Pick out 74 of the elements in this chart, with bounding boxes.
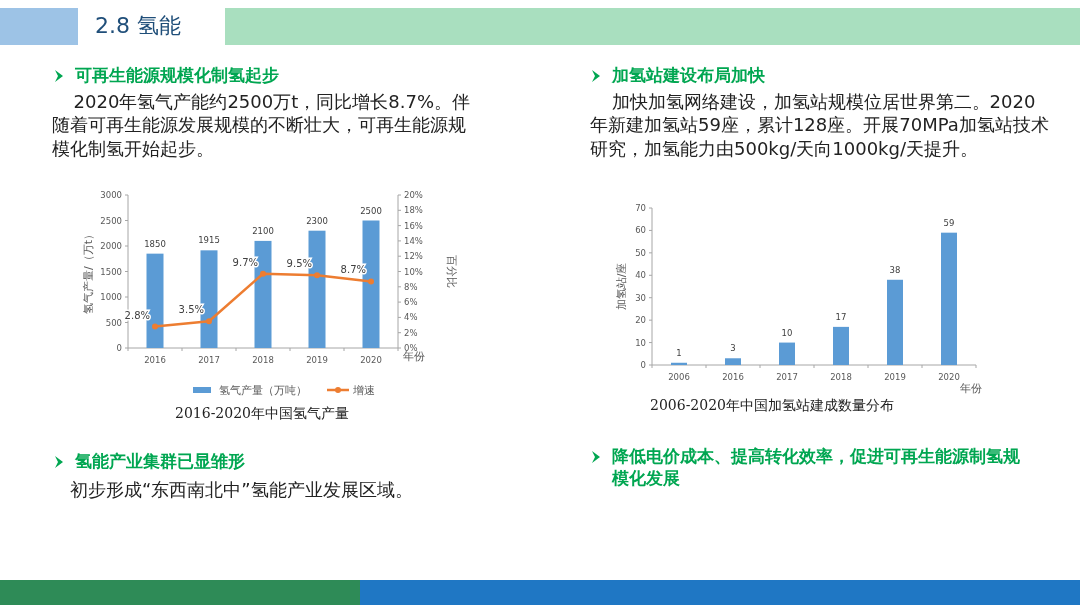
point [368,278,374,285]
data-label: 2100 [252,225,274,236]
y-tick-label: 0 [640,360,646,370]
y2-tick-label: 14% [404,235,423,246]
text: 氢能产业集群已显雏形 [75,450,246,473]
data-label: 1 [676,347,682,358]
point [260,270,266,277]
data-label: 59 [943,217,955,228]
text: 2006-2020年中国加氢站建成数量分布 [650,397,894,413]
y-tick-label: 1000 [100,292,122,302]
text: 加快加氢网络建设，加氢站规模位居世界第二。2020年新建加氢站59座，累计128座。开展70MPa加氢站技术研究，加氢能力由500kg/天向1000kg/天提升。 [590,90,1050,161]
x-tick-label: 2016 [144,355,166,365]
y2-tick-label: 20% [404,190,423,200]
text: 2020年氢气产能约2500万t，同比增长8.7%。伴随着可再生能源发展规模的不断壮大，可再生能源规模化制氢开始起步。 [52,90,470,161]
y2-tick-label: 6% [404,297,418,308]
text: 降低电价成本、提高转化效率，促进可再生能源制氢规模化发展 [612,445,1021,490]
y-axis-title: 氢气产量/（万t） [82,228,95,315]
data-label: 38 [889,264,901,275]
y-tick-label: 10 [635,337,646,348]
x-tick-label: 2020 [360,355,382,365]
point [206,318,212,325]
y-tick-label: 1500 [100,266,122,277]
x-axis-title: 年份 [960,382,982,395]
data-label: 1850 [144,238,166,249]
x-tick-label: 2016 [722,372,744,382]
y-tick-label: 0 [116,343,122,353]
text: 可再生能源规模化制氢起步 [75,64,280,87]
point [152,323,158,330]
x-tick-label: 2006 [668,372,690,382]
data-label: 3 [730,343,736,354]
x-tick-label: 2018 [252,355,274,365]
bar [887,279,903,365]
y-tick-label: 50 [635,247,646,258]
y2-tick-label: 4% [404,312,418,323]
y-tick-label: 30 [635,292,646,303]
data-label: 2300 [306,215,328,226]
data-label: 17 [835,311,847,322]
y2-tick-label: 2% [404,327,418,338]
text: 初步形成“东西南北中”氢能产业发展区域。 [70,478,414,502]
data-label: 1915 [198,235,220,246]
x-tick-label: 2019 [306,355,328,365]
x-tick-label: 2018 [830,372,852,382]
data-label: 10 [781,327,793,338]
y-tick-label: 2000 [100,241,122,251]
text: 加氢站建设布局加快 [612,64,766,87]
y2-tick-label: 10% [404,266,423,277]
y2-tick-label: 8% [404,281,418,292]
y-tick-label: 70 [635,203,646,213]
y-tick-label: 2500 [100,215,122,226]
x-tick-label: 2019 [884,372,906,382]
y2-tick-label: 16% [404,220,423,231]
y-tick-label: 500 [105,317,122,328]
y-tick-label: 40 [635,270,646,281]
y-tick-label: 20 [635,315,646,326]
text: 2016-2020年中国氢气产量 [175,405,349,421]
legend-label: 增速 [352,384,375,397]
y2-axis-title: 百分比 [445,255,458,288]
y-tick-label: 60 [635,225,646,236]
y2-tick-label: 12% [404,251,423,262]
x-axis-title: 年份 [403,350,425,363]
x-tick-label: 2020 [938,372,960,382]
point [314,272,320,279]
bar [833,326,849,365]
x-tick-label: 2017 [198,355,220,365]
y-tick-label: 3000 [100,190,122,200]
legend-label: 氢气产量（万吨） [219,384,307,397]
text: 2.8 氢能 [95,12,182,40]
y2-tick-label: 18% [404,205,423,216]
bar [779,342,795,365]
x-tick-label: 2017 [776,372,798,382]
bar [725,358,741,365]
data-label: 2500 [360,205,382,216]
bar [941,232,957,365]
y-axis-title: 加氢站/座 [615,262,628,311]
